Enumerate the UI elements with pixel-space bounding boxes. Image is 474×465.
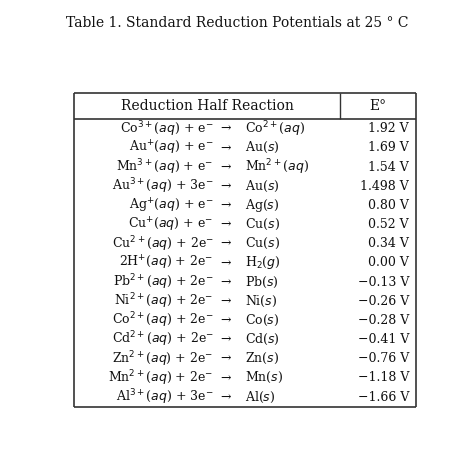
Text: −0.28 V: −0.28 V (358, 314, 409, 327)
Text: Cd($s$): Cd($s$) (245, 332, 280, 347)
Text: Au$^{3+}$($aq$) + 3e$^{-}$: Au$^{3+}$($aq$) + 3e$^{-}$ (112, 176, 213, 196)
Text: Al($s$): Al($s$) (245, 390, 275, 405)
Text: 1.54 V: 1.54 V (368, 160, 409, 173)
Text: →: → (220, 141, 231, 154)
Text: →: → (220, 122, 231, 135)
Text: →: → (220, 352, 231, 365)
Text: 0.80 V: 0.80 V (368, 199, 409, 212)
Text: 2H$^{+}$($aq$) + 2e$^{-}$: 2H$^{+}$($aq$) + 2e$^{-}$ (119, 254, 213, 272)
Text: →: → (220, 160, 231, 173)
Text: H$_{2}$($g$): H$_{2}$($g$) (245, 254, 281, 272)
Text: Cu$^{+}$($aq$) + e$^{-}$: Cu$^{+}$($aq$) + e$^{-}$ (128, 215, 213, 234)
Text: Mn($s$): Mn($s$) (245, 371, 283, 385)
Text: Ni($s$): Ni($s$) (245, 294, 277, 309)
Text: →: → (220, 333, 231, 346)
Text: 0.52 V: 0.52 V (368, 218, 409, 231)
Text: Pb$^{2+}$($aq$) + 2e$^{-}$: Pb$^{2+}$($aq$) + 2e$^{-}$ (113, 272, 213, 292)
Text: Al$^{3+}$($aq$) + 3e$^{-}$: Al$^{3+}$($aq$) + 3e$^{-}$ (116, 387, 213, 407)
Text: Zn($s$): Zn($s$) (245, 351, 279, 366)
Text: →: → (220, 276, 231, 289)
Text: 1.498 V: 1.498 V (360, 180, 409, 193)
Text: →: → (220, 372, 231, 385)
Text: Ag$^{+}$($aq$) + e$^{-}$: Ag$^{+}$($aq$) + e$^{-}$ (129, 196, 213, 214)
Text: →: → (220, 180, 231, 193)
Text: Table 1. Standard Reduction Potentials at 25 ° C: Table 1. Standard Reduction Potentials a… (66, 16, 408, 30)
Text: Au($s$): Au($s$) (245, 179, 279, 194)
Text: −0.13 V: −0.13 V (357, 276, 409, 289)
Text: E°: E° (369, 100, 386, 113)
Text: Co$^{3+}$($aq$) + e$^{-}$: Co$^{3+}$($aq$) + e$^{-}$ (120, 119, 213, 139)
Text: Mn$^{2+}$($aq$): Mn$^{2+}$($aq$) (245, 157, 309, 177)
Text: Pb($s$): Pb($s$) (245, 274, 279, 290)
Text: Mn$^{2+}$($aq$) + 2e$^{-}$: Mn$^{2+}$($aq$) + 2e$^{-}$ (108, 368, 213, 388)
Text: −0.41 V: −0.41 V (357, 333, 409, 346)
Text: Co($s$): Co($s$) (245, 313, 279, 328)
Text: →: → (220, 256, 231, 269)
Text: →: → (220, 218, 231, 231)
Text: 0.00 V: 0.00 V (368, 256, 409, 269)
Text: Co$^{2+}$($aq$) + 2e$^{-}$: Co$^{2+}$($aq$) + 2e$^{-}$ (112, 311, 213, 330)
Text: Mn$^{3+}$($aq$) + e$^{-}$: Mn$^{3+}$($aq$) + e$^{-}$ (116, 157, 213, 177)
Text: Au$^{+}$($aq$) + e$^{-}$: Au$^{+}$($aq$) + e$^{-}$ (129, 139, 213, 157)
Text: →: → (220, 295, 231, 308)
Text: −0.76 V: −0.76 V (358, 352, 409, 365)
Text: →: → (220, 199, 231, 212)
Text: 1.92 V: 1.92 V (368, 122, 409, 135)
Text: Reduction Half Reaction: Reduction Half Reaction (121, 100, 293, 113)
Text: −0.26 V: −0.26 V (358, 295, 409, 308)
Text: →: → (220, 314, 231, 327)
Text: →: → (220, 237, 231, 250)
Text: 1.69 V: 1.69 V (368, 141, 409, 154)
Text: Ag($s$): Ag($s$) (245, 197, 279, 214)
Text: Ni$^{2+}$($aq$) + 2e$^{-}$: Ni$^{2+}$($aq$) + 2e$^{-}$ (114, 292, 213, 311)
Text: −1.18 V: −1.18 V (357, 372, 409, 385)
Text: 0.34 V: 0.34 V (368, 237, 409, 250)
Text: Cu($s$): Cu($s$) (245, 217, 280, 232)
Text: Co$^{2+}$($aq$): Co$^{2+}$($aq$) (245, 119, 305, 139)
Text: −1.66 V: −1.66 V (357, 391, 409, 404)
Text: Cu$^{2+}$($aq$) + 2e$^{-}$: Cu$^{2+}$($aq$) + 2e$^{-}$ (111, 234, 213, 253)
Text: Cu($s$): Cu($s$) (245, 236, 280, 251)
Text: →: → (220, 391, 231, 404)
Text: Cd$^{2+}$($aq$) + 2e$^{-}$: Cd$^{2+}$($aq$) + 2e$^{-}$ (111, 330, 213, 349)
Text: Zn$^{2+}$($aq$) + 2e$^{-}$: Zn$^{2+}$($aq$) + 2e$^{-}$ (112, 349, 213, 369)
Text: Au($s$): Au($s$) (245, 140, 279, 155)
